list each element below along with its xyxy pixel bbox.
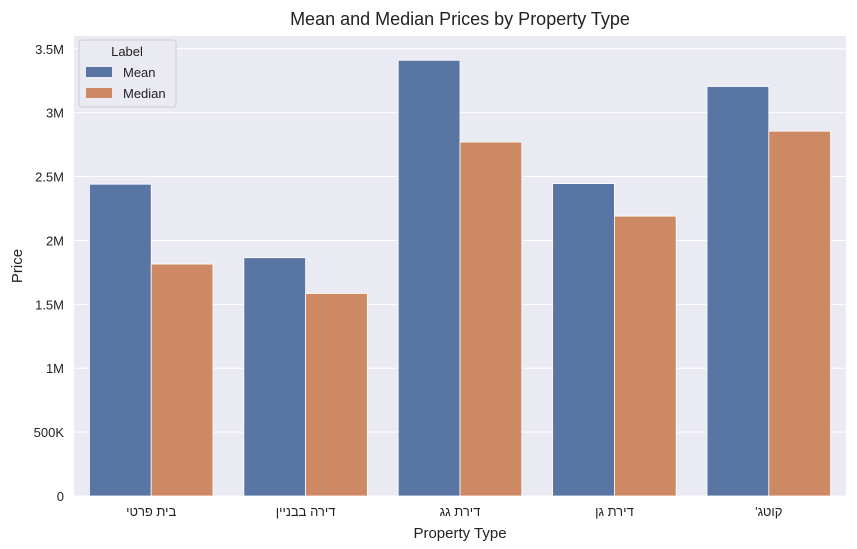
y-tick-label: 1.5M (35, 297, 64, 312)
bar-mean (89, 183, 152, 497)
x-tick-label: דירת גג (440, 504, 481, 519)
y-tick-label: 1M (46, 361, 64, 376)
legend-title: Label (111, 44, 143, 59)
chart-title: Mean and Median Prices by Property Type (290, 9, 630, 29)
bar-median (305, 293, 368, 497)
x-axis-title: Property Type (413, 525, 506, 542)
legend-swatch-mean (86, 67, 112, 77)
x-tick-label: דירת גן (595, 504, 634, 519)
bar-median (150, 263, 214, 497)
x-tick-label: קוטג' (755, 504, 782, 519)
legend-swatch-median (86, 88, 112, 98)
y-axis: 0 500K 1M 1.5M 2M 2.5M 3M 3.5M (34, 42, 65, 504)
bar-median (459, 141, 523, 497)
legend: Label Mean Median (78, 39, 177, 108)
y-tick-label: 500K (34, 425, 65, 440)
x-tick-label: דירה בבניין (276, 504, 336, 519)
y-tick-label: 0 (57, 489, 64, 504)
y-axis-title: Price (9, 249, 26, 283)
x-tick-label: בית פרטי (126, 504, 176, 519)
legend-label-mean: Mean (123, 65, 156, 80)
bar-mean (552, 183, 615, 497)
bar-mean (243, 257, 306, 497)
x-axis: בית פרטי דירה בבניין דירת גג דירת גן קוטג' (126, 504, 782, 519)
legend-label-median: Median (123, 86, 166, 101)
bars (89, 59, 831, 497)
bar-mean (397, 59, 461, 497)
y-tick-label: 2.5M (35, 170, 64, 185)
y-tick-label: 3M (46, 106, 64, 121)
bar-median (614, 215, 677, 497)
bar-median (768, 130, 831, 497)
y-tick-label: 2M (46, 233, 64, 248)
y-tick-label: 3.5M (35, 42, 64, 57)
bar-mean (706, 86, 770, 497)
